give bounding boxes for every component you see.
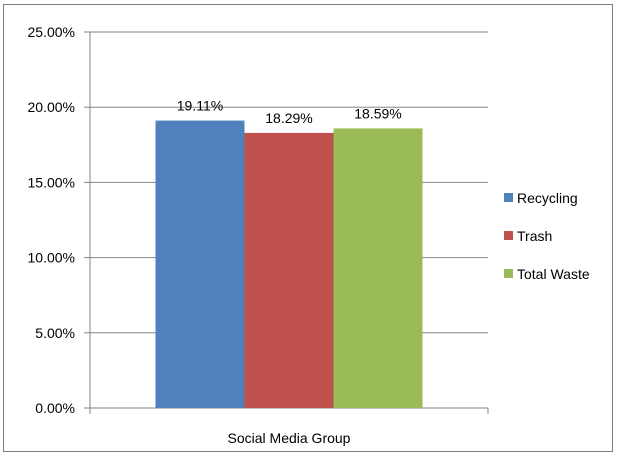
bar-recycling [155, 120, 245, 408]
legend-swatch [504, 193, 513, 202]
y-tick-label: 20.00% [28, 99, 75, 115]
legend-swatch [504, 269, 513, 278]
legend-label: Recycling [517, 190, 578, 206]
y-tick-label: 5.00% [35, 325, 75, 341]
y-tick-label: 10.00% [28, 250, 75, 266]
data-label: 18.59% [354, 105, 401, 121]
legend-label: Trash [517, 228, 552, 244]
bar-trash [244, 132, 334, 408]
x-category-label: Social Media Group [228, 430, 351, 446]
y-tick-label: 15.00% [28, 174, 75, 190]
data-label: 18.29% [265, 110, 312, 126]
data-label: 19.11% [177, 98, 223, 114]
y-tick-label: 0.00% [35, 400, 75, 416]
legend-label: Total Waste [517, 266, 590, 282]
bar-total-waste [333, 128, 423, 408]
y-tick-label: 25.00% [28, 24, 75, 40]
legend-swatch [504, 231, 513, 240]
